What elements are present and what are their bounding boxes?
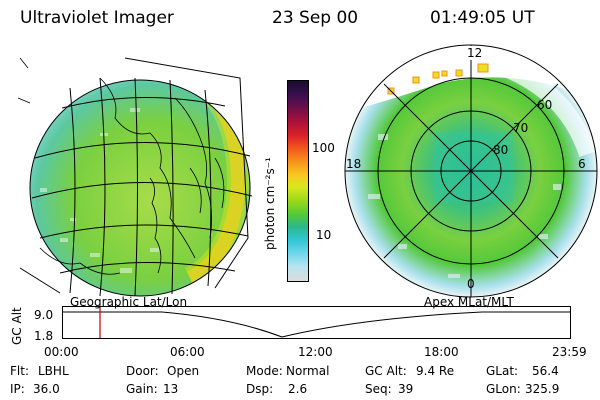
alt-xtick-0: 00:00 bbox=[44, 345, 79, 359]
mlt-label-12: 12 bbox=[467, 46, 483, 60]
mlt-label-0: 0 bbox=[467, 277, 475, 291]
mode-value: Normal bbox=[286, 364, 330, 378]
ip-value: 36.0 bbox=[33, 382, 60, 396]
mlat-label-70: 70 bbox=[513, 121, 529, 135]
alt-ytick-high: 9.0 bbox=[34, 308, 54, 322]
polar-plot bbox=[344, 44, 598, 298]
colorbar bbox=[287, 80, 309, 282]
seq-value: 39 bbox=[398, 382, 414, 396]
colorbar-tick-10: 10 bbox=[316, 228, 332, 242]
gain-label: Gain: bbox=[126, 382, 158, 396]
flt-label: Flt: bbox=[10, 364, 29, 378]
time-label: 01:49:05 UT bbox=[430, 8, 535, 28]
alt-xtick-4: 23:59 bbox=[552, 345, 587, 359]
glon-label: GLon: bbox=[486, 382, 521, 396]
mlt-label-18: 18 bbox=[346, 157, 362, 171]
gcalt-label: GC Alt: bbox=[365, 364, 407, 378]
glat-value: 56.4 bbox=[532, 364, 559, 378]
alt-xtick-1: 06:00 bbox=[170, 345, 205, 359]
colorbar-tick-100: 100 bbox=[312, 141, 335, 155]
mlat-label-80: 80 bbox=[493, 143, 509, 157]
geographic-label: Geographic Lat/Lon bbox=[70, 295, 188, 309]
door-label: Door: bbox=[126, 364, 159, 378]
alt-xtick-3: 18:00 bbox=[424, 345, 459, 359]
mode-label: Mode: bbox=[246, 364, 283, 378]
alt-ylabel: GC Alt bbox=[10, 307, 24, 345]
gain-value: 13 bbox=[163, 382, 179, 396]
alt-ytick-low: 1.8 bbox=[34, 329, 54, 343]
ip-label: IP: bbox=[10, 382, 25, 396]
dsp-label: Dsp: bbox=[246, 382, 274, 396]
flt-value: LBHL bbox=[38, 364, 69, 378]
door-value: Open bbox=[167, 364, 200, 378]
seq-label: Seq: bbox=[365, 382, 392, 396]
glon-value: 325.9 bbox=[525, 382, 560, 396]
alt-xtick-2: 12:00 bbox=[298, 345, 333, 359]
gcalt-value: 9.4 Re bbox=[416, 364, 455, 378]
date-label: 23 Sep 00 bbox=[272, 8, 359, 28]
colorbar-unit-label: photon cm⁻²s⁻¹ bbox=[263, 157, 277, 250]
apex-label: Apex MLat/MLT bbox=[424, 295, 514, 309]
glat-label: GLat: bbox=[486, 364, 519, 378]
instrument-title: Ultraviolet Imager bbox=[20, 8, 174, 28]
dsp-value: 2.6 bbox=[288, 382, 308, 396]
geographic-map bbox=[17, 57, 253, 297]
mlt-label-6: 6 bbox=[578, 157, 586, 171]
altitude-plot bbox=[62, 306, 571, 339]
mlat-label-60: 60 bbox=[537, 98, 553, 112]
